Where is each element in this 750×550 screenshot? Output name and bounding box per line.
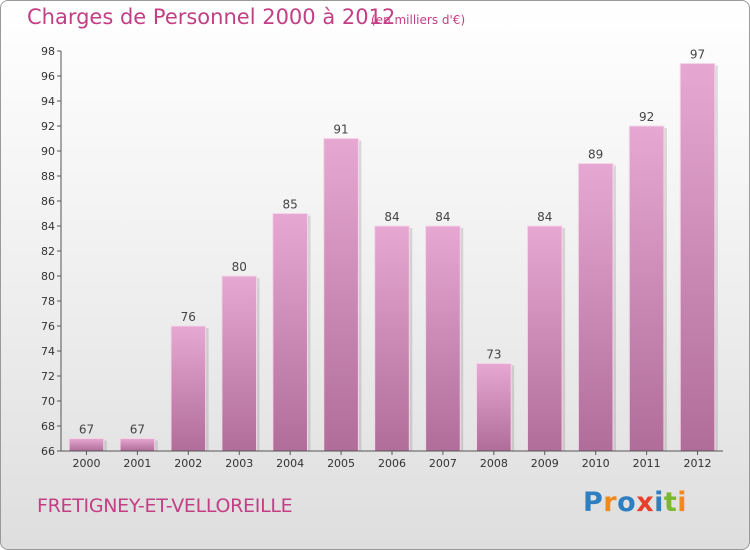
x-tick-label-2010: 2010 [582,457,610,470]
bar-2005 [323,138,359,452]
x-tick-label-2002: 2002 [174,457,202,470]
value-label-2011: 92 [639,110,654,124]
logo-letter-1: r [603,487,618,518]
town-name: FRETIGNEY-ET-VELLOREILLE [37,495,293,517]
bar-2010 [577,163,614,452]
y-tick-label-72: 72 [41,370,55,383]
value-label-2001: 67 [130,423,145,437]
y-tick-label-82: 82 [41,245,55,258]
y-tick-label-96: 96 [41,70,55,83]
logo-letter-3: x [636,487,655,518]
logo-letter-2: o [617,487,637,518]
bar-2004 [272,213,308,452]
value-label-2012: 97 [690,48,705,62]
bar-2000 [68,438,105,452]
y-tick-label-94: 94 [41,95,55,108]
x-tick-label-2003: 2003 [225,457,253,470]
x-tick-label-2008: 2008 [480,457,508,470]
logo-letter-6: i [677,487,688,518]
value-label-2003: 80 [232,260,247,274]
value-label-2005: 91 [333,123,348,137]
y-tick-label-86: 86 [41,195,55,208]
y-tick-label-90: 90 [41,145,55,158]
value-label-2010: 89 [588,148,603,162]
x-tick-label-2006: 2006 [378,457,406,470]
bar-2006 [374,225,410,452]
value-label-2004: 85 [283,198,298,212]
x-tick-label-2011: 2011 [633,457,661,470]
y-tick-label-98: 98 [41,45,55,58]
y-tick-label-84: 84 [41,220,55,233]
y-tick-label-70: 70 [41,395,55,408]
x-tick-label-2000: 2000 [72,457,100,470]
bar-2011 [628,125,665,452]
x-tick-label-2009: 2009 [531,457,559,470]
x-tick-label-2007: 2007 [429,457,457,470]
logo-letter-5: t [663,487,678,518]
value-label-2009: 84 [537,210,552,224]
logo-letter-4: i [654,487,664,518]
value-label-2002: 76 [181,310,196,324]
y-tick-label-78: 78 [41,295,55,308]
bar-2003 [221,275,258,452]
y-tick-label-80: 80 [41,270,55,283]
bar-2002 [170,325,207,452]
bar-2007 [425,225,461,452]
x-tick-label-2001: 2001 [123,457,151,470]
bar-2001 [119,438,156,452]
proxiti-logo: Proxiti [583,487,687,518]
y-tick-label-88: 88 [41,170,55,183]
x-tick-label-2004: 2004 [276,457,304,470]
bar-2008 [476,363,512,452]
y-tick-label-66: 66 [41,445,55,458]
x-tick-label-2012: 2012 [684,457,712,470]
y-tick-label-92: 92 [41,120,55,133]
value-label-2000: 67 [79,423,94,437]
y-tick-label-68: 68 [41,420,55,433]
bar-2012 [679,63,716,452]
y-tick-label-74: 74 [41,345,55,358]
value-label-2007: 84 [435,210,450,224]
x-tick-label-2005: 2005 [327,457,355,470]
chart-title: Charges de Personnel 2000 à 2012 [27,5,396,29]
value-label-2006: 84 [384,210,399,224]
logo-letter-0: P [583,487,604,518]
y-tick-label-76: 76 [41,320,55,333]
value-label-2008: 73 [486,348,501,362]
chart-subtitle: (en milliers d'€) [371,13,466,27]
bar-2009 [526,225,563,452]
